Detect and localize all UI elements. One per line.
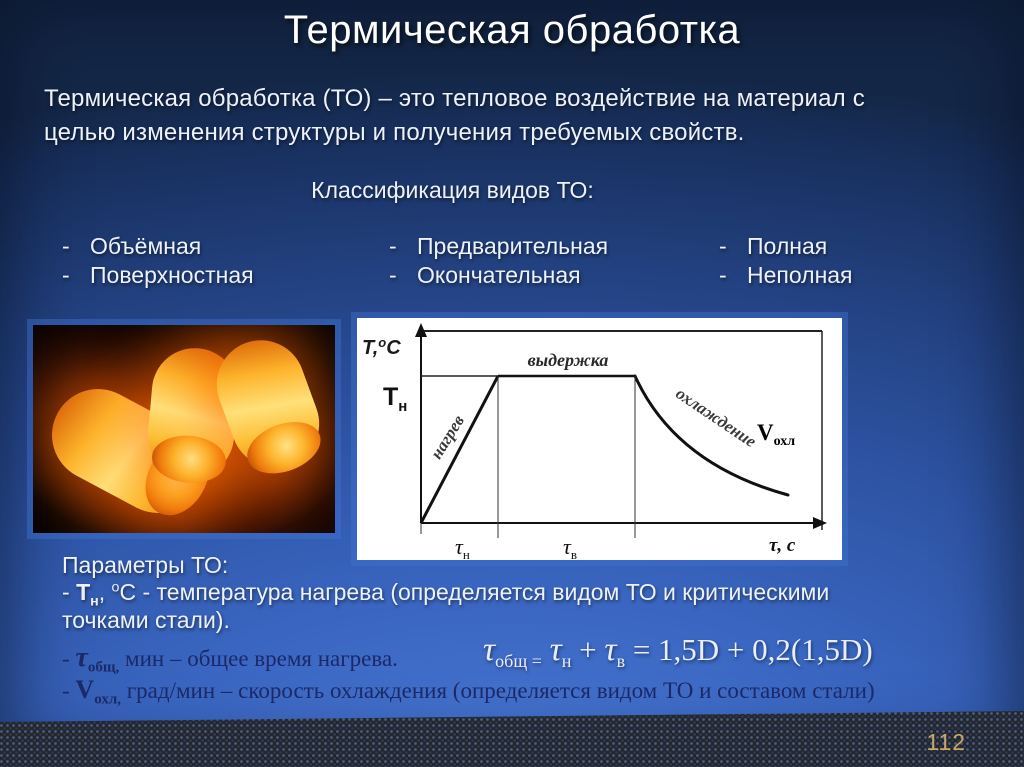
param-v-line: - Vохл, град/мин – скорость охлаждения (… bbox=[62, 677, 875, 709]
param-v-text: град/мин – скорость охлаждения (определя… bbox=[121, 678, 875, 703]
heating-line bbox=[419, 375, 500, 524]
intro-line-2: целью изменения структуры и получения тр… bbox=[44, 119, 745, 146]
v-symbol: V bbox=[75, 675, 95, 704]
tau-hold-label: τв bbox=[563, 534, 577, 560]
param-t-text: С - температура нагрева (определяется ви… bbox=[119, 579, 830, 605]
v-cool-label: Vохл bbox=[757, 420, 795, 449]
formula-tau-hold: τ bbox=[604, 631, 617, 668]
param-t-line: - Тн, оС - температура нагрева (определя… bbox=[62, 579, 829, 610]
param-dash: - bbox=[62, 646, 76, 671]
list-item: - Объёмная bbox=[62, 233, 254, 262]
list-item: - Неполная bbox=[719, 262, 853, 291]
v-subscript: охл, bbox=[94, 691, 121, 708]
t-heat-sub: н bbox=[398, 398, 407, 415]
list-item-label: Полная bbox=[747, 233, 828, 259]
formula-tau-total: τ bbox=[483, 631, 496, 668]
classification-heading: Классификация видов ТО: bbox=[311, 177, 594, 203]
v-cool-main: V bbox=[757, 420, 774, 445]
formula-tau-total-sub: общ = bbox=[495, 651, 542, 672]
bullet-dash: - bbox=[389, 262, 397, 288]
t-heat-label: Тн bbox=[383, 383, 407, 415]
list-item-label: Предварительная bbox=[417, 233, 609, 259]
axis-y-label: T,оC bbox=[362, 335, 401, 359]
slide-title: Термическая обработка bbox=[283, 8, 741, 52]
y-axis-arrow bbox=[415, 323, 427, 337]
tau-hold-main: τ bbox=[563, 534, 572, 559]
tau-heat-sub: н bbox=[463, 547, 470, 560]
param-dash: - bbox=[62, 579, 77, 605]
bullet-dash: - bbox=[62, 233, 70, 259]
t-subscript: н bbox=[90, 593, 99, 610]
formula-tau-heat: τ bbox=[549, 631, 562, 668]
param-tau-text: мин – общее время нагрева. bbox=[119, 646, 398, 671]
heating-time-formula: τобщ = τн + τв = 1,5D + 0,2(1,5D) bbox=[483, 631, 873, 672]
x-axis-arrow bbox=[813, 517, 827, 529]
list-item: - Полная bbox=[719, 233, 853, 262]
formula-tau-heat-sub: н bbox=[561, 651, 572, 672]
list-item: - Поверхностная bbox=[62, 262, 254, 291]
intro-paragraph: Термическая обработка (ТО) – это теплово… bbox=[44, 82, 865, 150]
t-symbol: Т bbox=[76, 579, 91, 605]
diagram-background bbox=[357, 318, 842, 560]
axis-x-label: τ, с bbox=[769, 535, 796, 556]
bullet-dash: - bbox=[719, 262, 727, 288]
bullet-dash: - bbox=[719, 233, 727, 259]
axis-y-sup: о bbox=[378, 335, 386, 350]
axis-y-tail: C bbox=[386, 337, 401, 359]
tau-heat-main: τ bbox=[455, 534, 464, 559]
page-number: 112 bbox=[926, 729, 966, 755]
tau-hold-sub: в bbox=[571, 547, 577, 560]
intro-line-1: Термическая обработка (ТО) – это теплово… bbox=[44, 85, 865, 112]
footer-bar: 112 bbox=[0, 711, 1024, 767]
param-tau-line: - τобщ, мин – общее время нагрева. bbox=[62, 644, 398, 677]
classification-column-2: - Предварительная - Окончательная bbox=[389, 233, 608, 291]
comma: , bbox=[98, 579, 112, 605]
list-item-label: Объёмная bbox=[90, 233, 202, 259]
tau-subscript: общ, bbox=[87, 659, 120, 676]
heat-treatment-diagram: T,оC Тн выдержка нагрев охлаждение Vохл … bbox=[357, 318, 842, 560]
param-t-line-cont: точками стали). bbox=[62, 607, 230, 633]
classification-column-3: - Полная - Неполная bbox=[719, 233, 853, 291]
params-heading: Параметры ТО: bbox=[62, 552, 229, 578]
axis-y-main: T, bbox=[362, 337, 378, 359]
formula-equals: = bbox=[625, 632, 659, 667]
v-cool-sub: охл bbox=[774, 434, 796, 449]
bullet-dash: - bbox=[62, 262, 70, 288]
list-item-label: Окончательная bbox=[417, 262, 581, 288]
formula-tau-hold-sub: в bbox=[616, 651, 626, 672]
tau-symbol: τ bbox=[75, 642, 88, 673]
formula-value: 1,5D + 0,2(1,5D) bbox=[658, 632, 873, 667]
cooling-curve bbox=[633, 374, 790, 497]
tau-heat-label: τн bbox=[455, 534, 470, 560]
formula-plus: + bbox=[571, 632, 605, 667]
hot-metal-photo bbox=[33, 325, 335, 533]
degree-sup: о bbox=[111, 579, 120, 596]
list-item: - Окончательная bbox=[389, 262, 608, 291]
bullet-dash: - bbox=[389, 233, 397, 259]
list-item-label: Неполная bbox=[747, 262, 853, 288]
param-dash: - bbox=[62, 678, 76, 703]
list-item-label: Поверхностная bbox=[90, 262, 254, 288]
list-item: - Предварительная bbox=[389, 233, 608, 262]
t-heat-main: Т bbox=[383, 383, 398, 411]
holding-label: выдержка bbox=[528, 350, 609, 370]
classification-column-1: - Объёмная - Поверхностная bbox=[62, 233, 254, 291]
